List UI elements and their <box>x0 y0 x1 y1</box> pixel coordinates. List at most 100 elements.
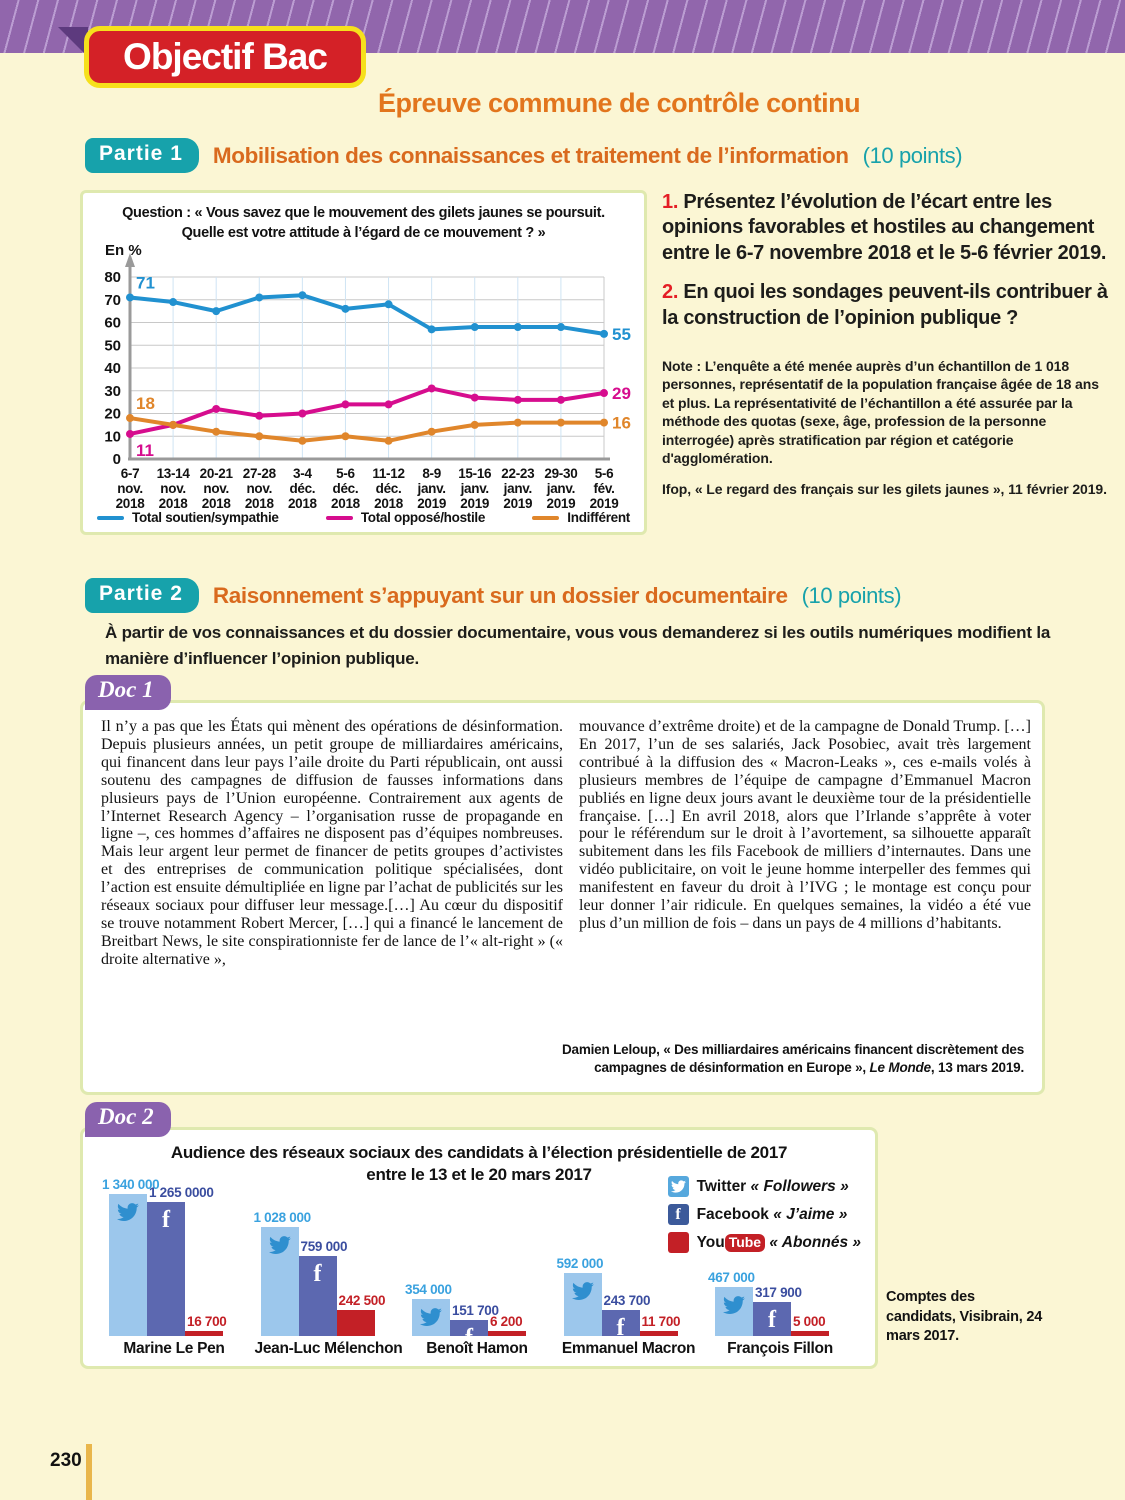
doc1-box: Il n’y a pas que les États qui mènent de… <box>80 700 1045 1095</box>
data-point <box>126 414 134 423</box>
bar-value-label: 1 265 0000 <box>149 1184 214 1200</box>
series-line <box>129 293 605 336</box>
survey-chart-title-line1: Question : « Vous savez que le mouvement… <box>122 205 605 221</box>
data-point <box>600 389 608 398</box>
series-line <box>129 416 604 443</box>
data-point <box>384 436 393 445</box>
x-tick-label: 27-28 nov. 2018 <box>243 466 277 511</box>
doc2-source: Comptes des candidats, Visibrain, 24 mar… <box>886 1289 1043 1345</box>
twitter-bird-icon <box>723 1295 745 1314</box>
y-axis-arrow-icon <box>125 253 135 267</box>
legend-item: Total opposé/hostile <box>325 510 485 525</box>
data-point <box>556 395 565 404</box>
bar: f <box>601 1310 640 1336</box>
question-2-text: En quoi les sondages peuvent-ils contrib… <box>662 281 1108 329</box>
data-point <box>513 395 522 404</box>
legend-line-swatch <box>532 515 560 520</box>
legend-youtube-quote: « Abonnés » <box>769 1233 861 1251</box>
bar <box>412 1298 450 1336</box>
data-point <box>341 304 350 313</box>
facebook-f-icon: f <box>313 1260 322 1287</box>
data-point <box>556 323 565 332</box>
end-value-label: 55 <box>612 325 631 344</box>
facebook-f-icon: f <box>768 1307 776 1334</box>
legend-item: Indifférent <box>532 510 630 525</box>
svg-text:80: 80 <box>104 269 121 286</box>
youtube-icon <box>667 1232 689 1253</box>
y-axis-unit-label: En % <box>105 242 142 259</box>
data-point <box>600 418 608 427</box>
bar-value-label: 1 340 000 <box>102 1177 160 1192</box>
twitter-bird-icon <box>571 1282 594 1301</box>
x-tick-label: 3-4 déc. 2018 <box>288 466 318 511</box>
doc1-source-suffix: , 13 mars 2019. <box>930 1059 1024 1075</box>
data-point <box>298 409 307 418</box>
legend-facebook-label: Facebook <box>696 1205 769 1223</box>
partie1-title: Mobilisation des connaissances et traite… <box>212 142 849 168</box>
twitter-bird-icon <box>117 1203 139 1221</box>
data-point <box>298 291 307 300</box>
legend-item: Total soutien/sympathie <box>97 510 279 525</box>
series-line <box>129 386 605 436</box>
objectif-bac-badge: Objectif Bac <box>84 26 366 88</box>
x-tick-label: 5-6 fév. 2019 <box>590 466 619 511</box>
youtube-tube-badge: Tube <box>724 1233 766 1252</box>
bar-stack: 467 000 f 317 900 5 000 <box>708 1194 831 1336</box>
x-tick-label: 29-30 janv. 2019 <box>544 466 577 511</box>
data-point <box>470 420 479 429</box>
doc1-source-journal: Le Monde <box>869 1059 932 1075</box>
partie1-heading: Partie 1 Mobilisation des connaissances … <box>85 138 963 173</box>
question-1-number: 1. <box>662 191 679 213</box>
svg-text:30: 30 <box>104 383 121 400</box>
objectif-bac-label: Objectif Bac <box>123 36 328 77</box>
bar <box>185 1331 223 1336</box>
page-subtitle: Épreuve commune de contrôle continu <box>378 88 861 118</box>
data-point <box>427 384 436 393</box>
candidate-name: Emmanuel Macron <box>561 1340 696 1357</box>
start-value-label: 71 <box>136 273 155 292</box>
survey-chart-title: Question : « Vous savez que le mouvement… <box>83 204 644 243</box>
survey-chart-title-line2: Quelle est votre attitude à l’égard de c… <box>181 224 546 241</box>
x-tick-label: 22-23 janv. 2019 <box>501 466 535 511</box>
legend-twitter-quote: « Followers » <box>750 1177 849 1195</box>
line-chart-legend: Total soutien/sympathie Total opposé/host… <box>83 510 644 525</box>
bar-value-label: 6 200 <box>490 1314 523 1329</box>
bar-chart-title-line1: Audience des réseaux sociaux des candida… <box>170 1143 788 1162</box>
svg-text:20: 20 <box>104 406 121 423</box>
survey-chart-panel: Question : « Vous savez que le mouvement… <box>80 190 647 535</box>
svg-text:50: 50 <box>104 337 121 354</box>
twitter-bird-icon <box>420 1307 442 1326</box>
bar <box>563 1273 602 1336</box>
candidate-name: Jean-Luc Mélenchon <box>254 1340 403 1357</box>
twitter-bird-icon <box>268 1236 291 1255</box>
data-point <box>298 436 307 445</box>
x-tick-label: 13-14 nov. 2018 <box>157 466 191 511</box>
bar-value-label: 592 000 <box>556 1256 604 1272</box>
data-point <box>384 400 393 409</box>
data-point <box>513 418 522 427</box>
data-point <box>212 404 221 413</box>
bar-value-label: 354 000 <box>405 1281 452 1297</box>
end-value-label: 16 <box>612 414 631 433</box>
legend-line-swatch <box>325 515 353 520</box>
data-point <box>341 400 350 409</box>
questions-column: 1. Présentez l’évolution de l’écart entr… <box>662 190 1114 498</box>
legend-youtube: You Tube « Abonnés » <box>667 1232 861 1253</box>
data-point <box>470 323 479 332</box>
x-tick-label: 8-9 janv. 2019 <box>417 466 447 511</box>
bar: f <box>147 1201 185 1336</box>
bar <box>488 1331 526 1336</box>
bar-stack: 1 028 000 f 759 000 242 500 <box>254 1194 386 1336</box>
bar-value-label: 1 028 000 <box>253 1210 312 1226</box>
bar-value-label: 5 000 <box>793 1314 826 1329</box>
bar <box>791 1331 829 1336</box>
candidate-name: Benoît Hamon <box>426 1340 528 1357</box>
legend-line-swatch <box>97 515 124 520</box>
data-point <box>169 298 178 307</box>
bar <box>109 1194 147 1336</box>
partie2-points: (10 points) <box>801 582 902 608</box>
data-point <box>600 329 608 338</box>
data-point <box>255 411 264 420</box>
